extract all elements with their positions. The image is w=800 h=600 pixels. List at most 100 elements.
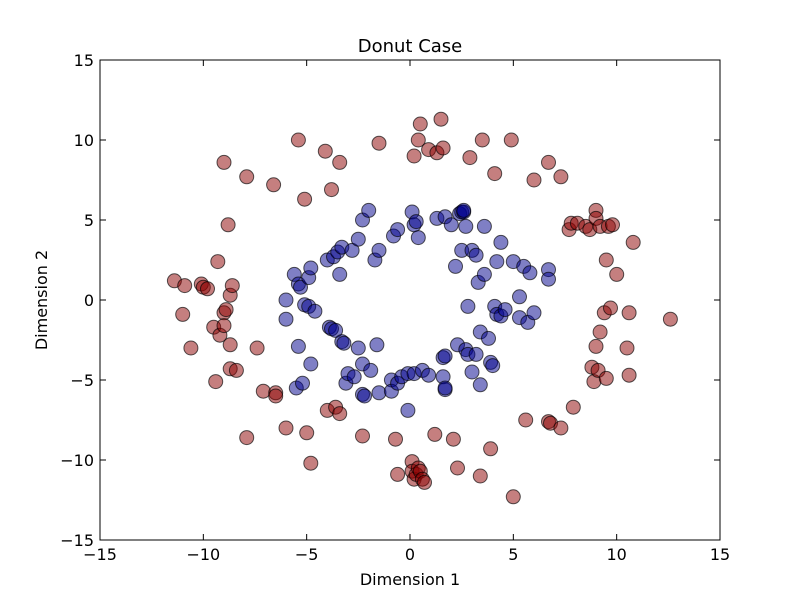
scatter-point-series-1 [553,420,569,436]
scatter-point-series-1 [218,302,234,318]
scatter-point-series-2 [332,266,348,282]
scatter-point-series-2 [363,362,379,378]
scatter-point-series-2 [346,369,362,385]
scatter-point-series-2 [468,247,484,263]
scatter-point-series-2 [485,358,501,374]
chart-title: Donut Case [358,36,463,57]
scatter-point-series-1 [483,441,499,457]
scatter-point-series-1 [268,388,284,404]
scatter-point-series-1 [518,412,534,428]
scatter-point-series-2 [443,217,459,233]
scatter-point-series-1 [332,406,348,422]
scatter-point-series-2 [476,218,492,234]
scatter-point-series-2 [522,265,538,281]
scatter-point-series-1 [290,132,306,148]
scatter-point-series-1 [216,154,232,170]
scatter-point-series-1 [216,318,232,334]
scatter-point-series-2 [278,292,294,308]
scatter-point-series-1 [239,169,255,185]
scatter-point-series-1 [433,111,449,127]
scatter-point-series-2 [303,356,319,372]
scatter-point-series-1 [278,420,294,436]
scatter-point-series-1 [625,234,641,250]
scatter-point-series-2 [497,302,513,318]
scatter-point-series-1 [603,300,618,316]
scatter-point-series-2 [357,388,372,404]
scatter-point-series-1 [412,116,428,132]
scatter-point-series-2 [371,242,387,258]
scatter-point-series-1 [450,460,465,476]
scatter-point-series-2 [489,254,505,270]
scatter-point-series-1 [371,135,387,151]
scatter-point-series-1 [598,252,614,268]
scatter-point-series-2 [361,202,377,218]
scatter-point-series-1 [406,148,422,164]
scatter-point-series-1 [303,455,319,471]
scatter-point-series-1 [390,466,406,482]
scatter-point-series-2 [437,348,453,364]
scatter-point-series-2 [472,377,488,393]
scatter-point-series-1 [324,182,339,198]
scatter-point-series-2 [512,289,527,305]
y-tick-label: 0 [84,291,94,310]
y-tick-label: 5 [84,211,94,230]
scatter-point-series-1 [598,370,614,386]
scatter-point-series-1 [588,338,604,354]
scatter-point-series-1 [175,306,191,322]
scatter-point-series-1 [487,166,503,182]
scatter-point-series-2 [460,298,476,314]
scatter-point-series-1 [609,266,625,282]
scatter-point-series-2 [493,234,509,250]
scatter-point-series-1 [417,474,432,490]
scatter-point-series-1 [177,278,193,294]
scatter-point-series-2 [290,338,306,354]
y-tick-label: −10 [60,451,94,470]
scatter-point-series-1 [388,431,403,447]
scatter-point-series-1 [526,172,542,188]
scatter-point-series-1 [410,132,426,148]
scatter-point-series-2 [350,231,366,247]
scatter-point-series-2 [390,222,406,238]
ticks-layer: −15 −10 −5 0 5 10 15 −15 −10 −5 0 5 10 15 [60,51,730,564]
scatter-point-series-2 [295,375,310,391]
scatter-point-series-2 [408,214,424,230]
scatter-point-series-1 [355,428,370,444]
y-axis-label: Dimension 2 [32,250,51,350]
scatter-point-series-1 [472,468,488,484]
scatter-point-series-1 [208,374,224,390]
scatter-point-series-2 [371,385,387,401]
scatter-point-series-1 [474,132,490,148]
scatter-point-series-1 [200,281,215,297]
scatter-point-series-1 [503,132,519,148]
scatter-point-series-1 [249,340,265,356]
y-tick-label: −5 [70,371,94,390]
scatter-point-series-2 [448,258,463,274]
scatter-point-series-1 [462,150,478,166]
scatter-point-series-2 [350,340,366,356]
y-tick-label: −15 [60,531,94,550]
scatter-point-series-2 [303,260,319,276]
scatter-point-series-1 [427,426,443,442]
scatter-point-series-1 [266,177,282,193]
scatter-point-series-2 [468,346,484,362]
x-tick-label: 5 [508,545,518,564]
scatter-point-series-2 [456,202,472,218]
scatter-point-series-1 [224,278,240,294]
scatter-point-series-1 [183,340,199,356]
scatter-point-series-1 [317,143,333,159]
scatter-point-series-1 [255,383,271,399]
x-tick-label: 15 [710,545,730,564]
scatter-point-series-1 [445,431,461,447]
x-axis-label: Dimension 1 [360,570,460,589]
scatter-point-series-2 [421,367,437,383]
scatter-point-series-1 [239,430,255,446]
scatter-point-series-2 [307,303,323,319]
scatter-point-series-1 [435,140,451,156]
scatter-point-series-2 [481,330,496,346]
scatter-point-series-1 [605,217,620,233]
points-layer [166,111,678,505]
scatter-point-series-1 [592,324,608,340]
scatter-point-series-1 [553,169,569,185]
y-tick-label: 10 [74,131,94,150]
